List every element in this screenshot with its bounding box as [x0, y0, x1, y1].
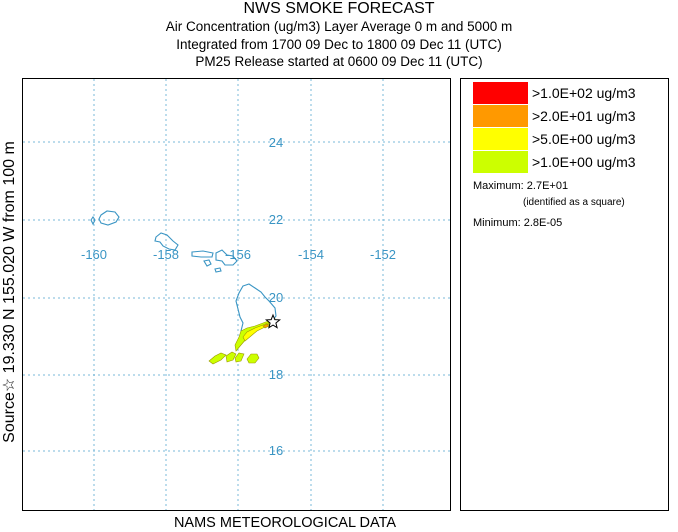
legend-swatch — [473, 151, 528, 173]
integration-period: Integrated from 1700 09 Dec to 1800 09 D… — [176, 37, 502, 52]
island-kauai — [98, 210, 120, 226]
island-niihau — [90, 216, 96, 226]
legend-swatch — [473, 128, 528, 150]
source-location-label: Source☆ 19.330 N 155.020 W from 100 m — [1, 141, 18, 443]
legend-panel: >1.0E+02 ug/m3 >2.0E+01 ug/m3 >5.0E+00 u… — [460, 78, 669, 511]
legend-swatch — [473, 105, 528, 127]
smoke-area-low — [246, 353, 260, 364]
lon-label: -158 — [153, 247, 179, 262]
smoke-area-low — [208, 352, 227, 365]
island-maui — [215, 249, 238, 266]
legend-label: >1.0E+00 ug/m3 — [532, 154, 636, 170]
minimum-value: Minimum: 2.8E-05 — [473, 217, 563, 229]
maximum-note: (identified as a square) — [523, 197, 625, 208]
legend-swatch — [473, 82, 528, 104]
island-lanai — [203, 259, 212, 267]
legend-entry: >1.0E+02 ug/m3 — [473, 82, 636, 104]
legend-entry: >1.0E+00 ug/m3 — [473, 151, 636, 173]
concentration-description: Air Concentration (ug/m3) Layer Average … — [165, 19, 513, 34]
data-source-footer: NAMS METEOROLOGICAL DATA — [173, 515, 397, 531]
legend-entry: >5.0E+00 ug/m3 — [473, 128, 636, 150]
smoke-area-low — [225, 351, 237, 363]
lat-label: 18 — [269, 367, 283, 382]
island-oahu — [154, 232, 179, 251]
lon-label: -160 — [81, 247, 107, 262]
lat-label: 24 — [269, 135, 283, 150]
legend-label: >5.0E+00 ug/m3 — [532, 131, 636, 147]
lat-label: 22 — [269, 212, 283, 227]
legend-entry: >2.0E+01 ug/m3 — [473, 105, 636, 127]
lon-label: -156 — [225, 247, 251, 262]
grid-lines — [23, 79, 450, 510]
star-icon — [264, 313, 282, 329]
forecast-title: NWS SMOKE FORECAST — [243, 0, 435, 17]
smoke-area-low — [234, 352, 245, 363]
island-molokai — [191, 250, 214, 258]
smoke-area-low — [234, 318, 276, 352]
coastlines — [90, 210, 277, 339]
smoke-map: -160 -158 -156 -154 -152 24 22 20 18 16 — [23, 79, 450, 510]
lat-label: 20 — [269, 290, 283, 305]
lon-label: -154 — [298, 247, 324, 262]
legend-label: >1.0E+02 ug/m3 — [532, 85, 636, 101]
lat-label: 16 — [269, 443, 283, 458]
maximum-value: Maximum: 2.7E+01 — [473, 180, 569, 192]
island-kahoolawe — [214, 267, 222, 273]
release-info: PM25 Release started at 0600 09 Dec 11 (… — [195, 54, 483, 69]
lon-label: -152 — [370, 247, 396, 262]
smoke-area-medium — [242, 321, 271, 342]
map-panel: -160 -158 -156 -154 -152 24 22 20 18 16 — [22, 78, 451, 511]
legend-label: >2.0E+01 ug/m3 — [532, 108, 636, 124]
